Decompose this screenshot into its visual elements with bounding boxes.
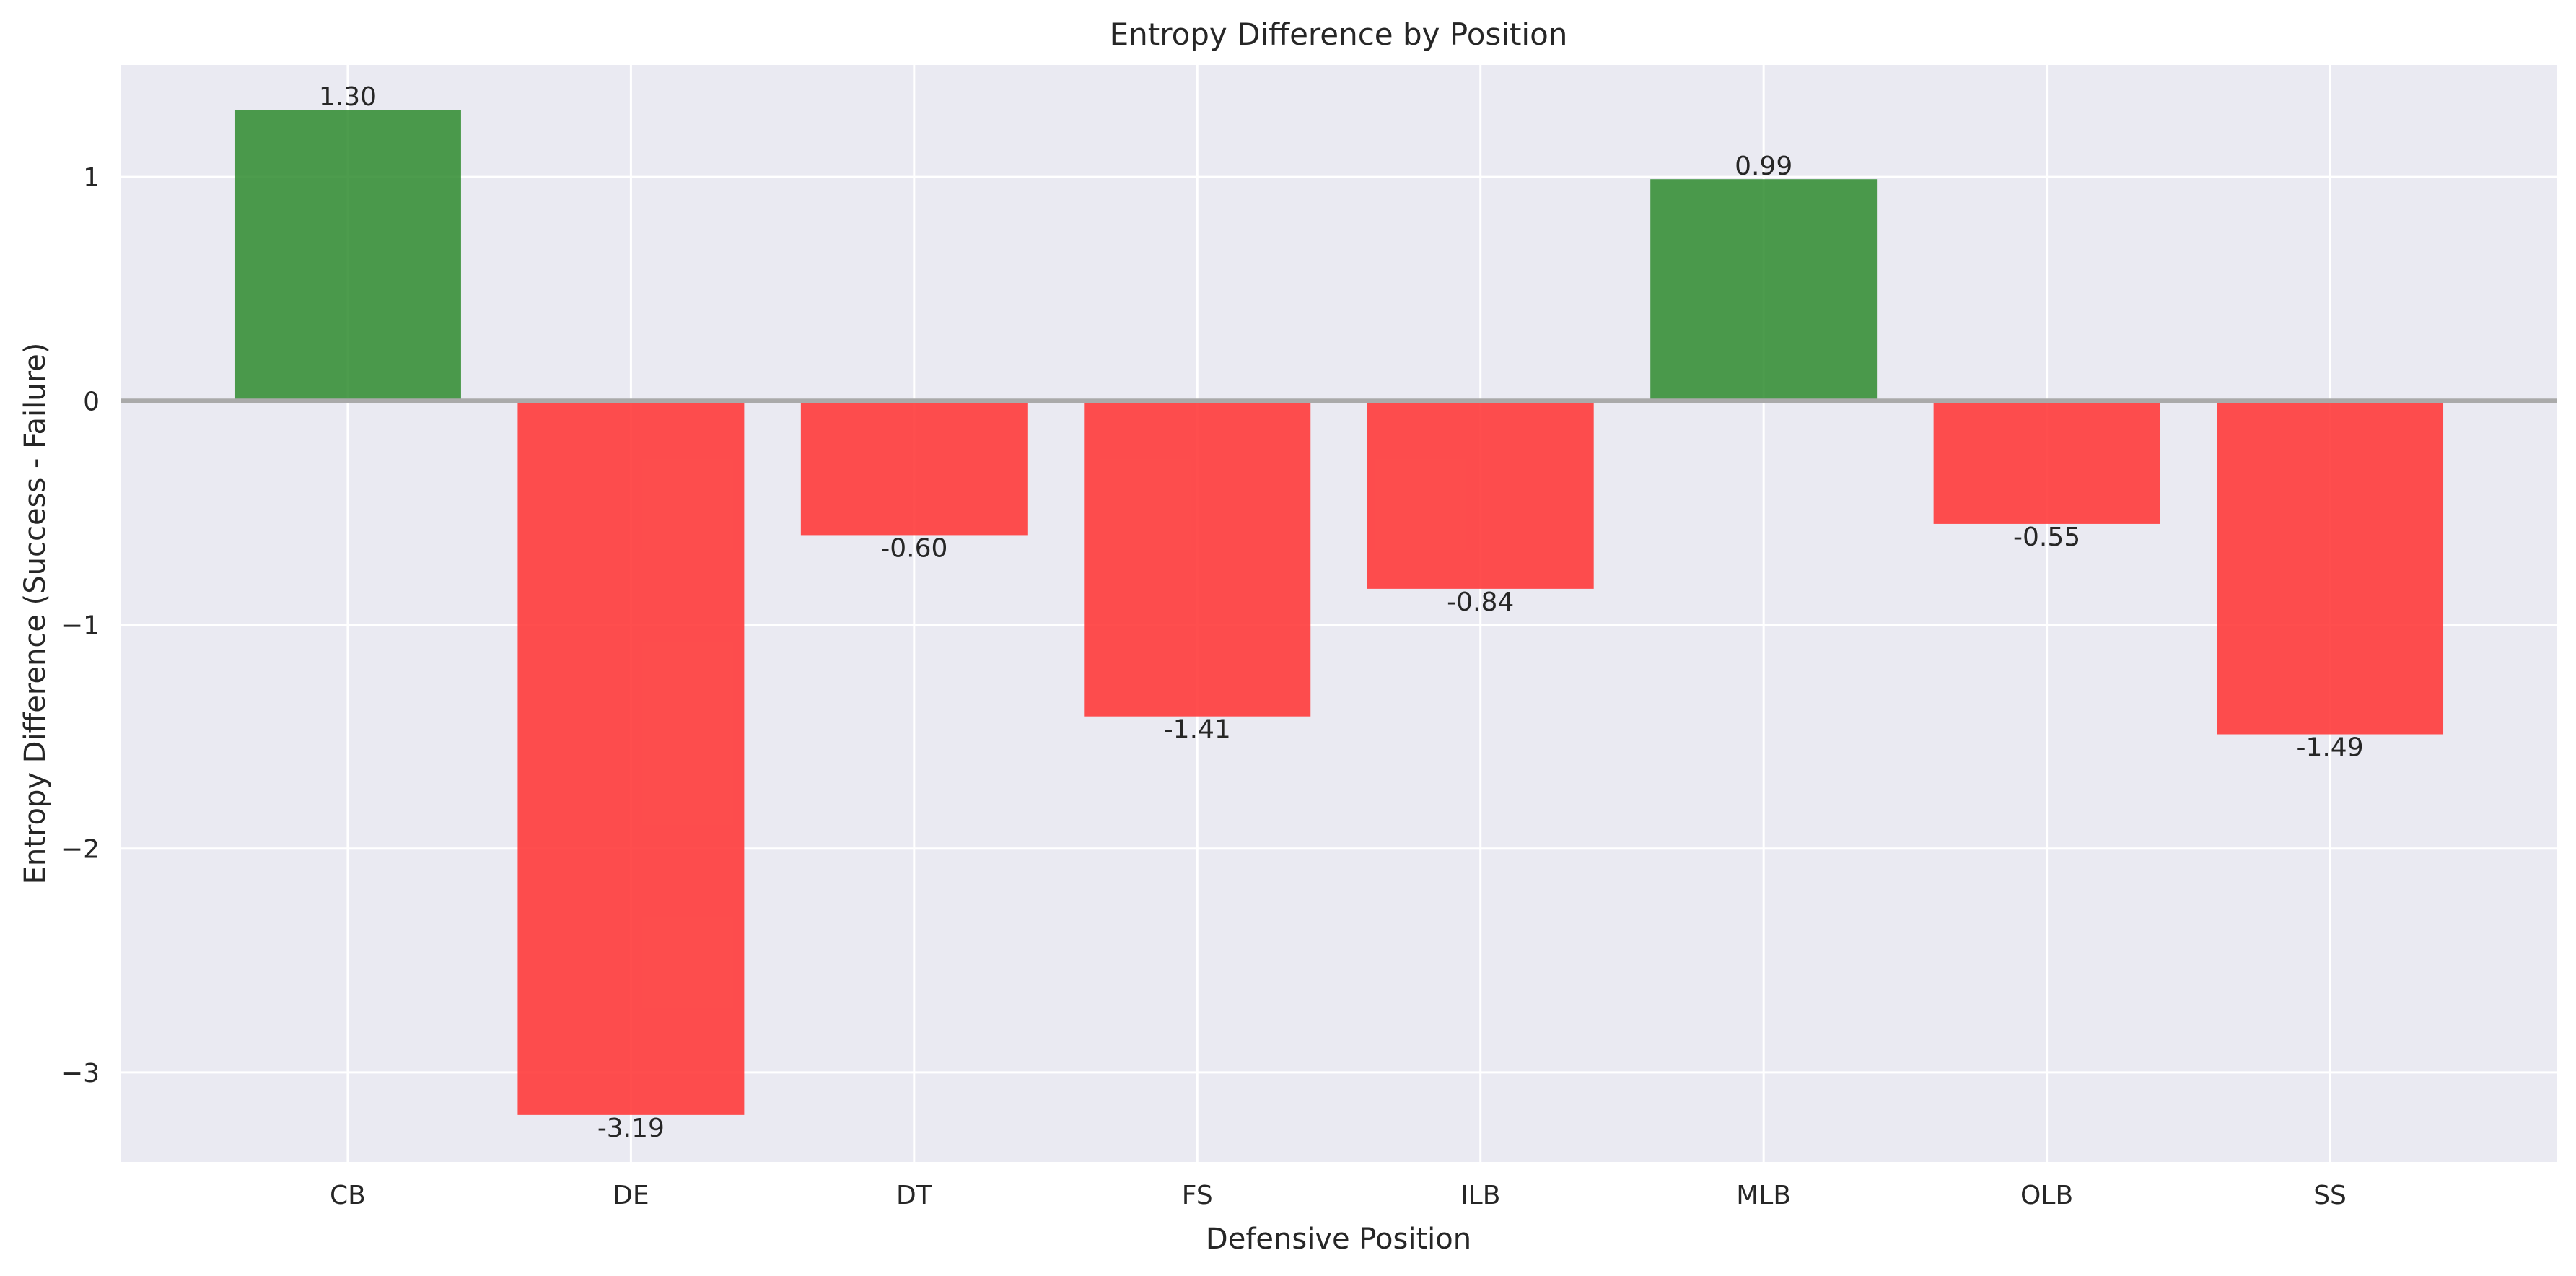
bar-dt bbox=[800, 401, 1028, 536]
x-tick-label-de: DE bbox=[613, 1181, 649, 1210]
y-tick-label: −1 bbox=[61, 611, 100, 641]
x-tick-labels: CB DE DT FS ILB MLB OLB SS bbox=[330, 1181, 2347, 1210]
value-label-ilb: -0.84 bbox=[1447, 587, 1514, 617]
y-tick-label: 1 bbox=[83, 163, 100, 193]
y-tick-label: −2 bbox=[61, 835, 100, 865]
bars bbox=[234, 110, 2444, 1115]
y-tick-label: 0 bbox=[83, 387, 100, 416]
y-axis-label: Entropy Difference (Success - Failure) bbox=[19, 343, 52, 885]
value-label-cb: 1.30 bbox=[319, 82, 377, 112]
bar-ss bbox=[2217, 401, 2444, 735]
bar-fs bbox=[1084, 401, 1311, 717]
chart-title: Entropy Difference by Position bbox=[1110, 17, 1568, 52]
bar-mlb bbox=[1650, 179, 1878, 401]
bar-de bbox=[517, 401, 745, 1115]
value-label-ss: -1.49 bbox=[2296, 733, 2363, 763]
data-labels: 1.30 -3.19 -0.60 -1.41 -0.84 0.99 -0.55 -1.49 bbox=[319, 82, 2364, 1143]
bar-cb bbox=[234, 110, 461, 401]
x-tick-label-mlb: MLB bbox=[1736, 1181, 1791, 1210]
y-tick-labels: −3 −2 −1 0 1 bbox=[61, 163, 100, 1088]
value-label-fs: -1.41 bbox=[1164, 715, 1231, 745]
x-tick-label-dt: DT bbox=[896, 1181, 933, 1210]
x-tick-label-olb: OLB bbox=[2020, 1181, 2073, 1210]
y-tick-label: −3 bbox=[61, 1059, 100, 1088]
bar-olb bbox=[1933, 401, 2160, 524]
x-tick-label-fs: FS bbox=[1182, 1181, 1213, 1210]
x-tick-label-ss: SS bbox=[2313, 1181, 2347, 1210]
value-label-olb: -0.55 bbox=[2013, 523, 2080, 552]
value-label-dt: -0.60 bbox=[880, 533, 947, 563]
x-tick-label-cb: CB bbox=[330, 1181, 366, 1210]
x-axis-label: Defensive Position bbox=[1206, 1223, 1471, 1256]
bar-ilb bbox=[1367, 401, 1594, 589]
x-tick-label-ilb: ILB bbox=[1460, 1181, 1500, 1210]
value-label-mlb: 0.99 bbox=[1735, 152, 1792, 181]
plot-area bbox=[121, 65, 2557, 1162]
value-label-de: -3.19 bbox=[597, 1114, 665, 1143]
